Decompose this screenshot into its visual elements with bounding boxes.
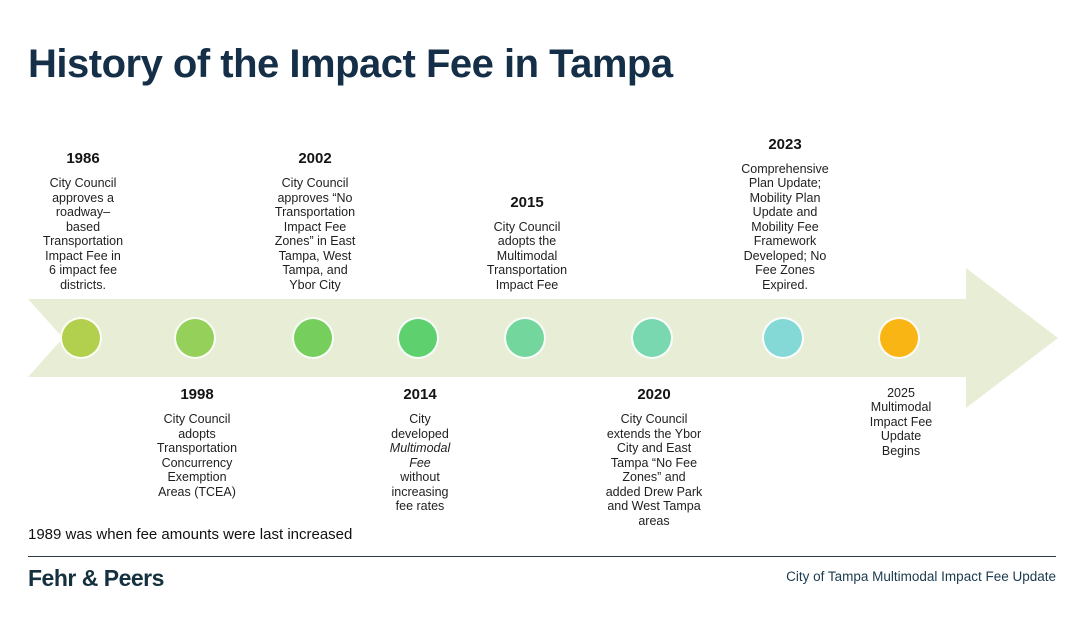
milestone-description: Multimodal Impact Fee Update Begins xyxy=(869,400,933,458)
milestone-2023: 2023 Comprehensive Plan Update; Mobility Pl… xyxy=(719,136,851,293)
milestone-1998: 1998 City Council adopts Transportation Conc… xyxy=(131,386,263,499)
milestone-description: City Council approves a roadway– based Trans… xyxy=(42,176,124,292)
timeline-dot-1998 xyxy=(174,317,216,359)
milestone-1986: 1986 City Council approves a roadway– based T… xyxy=(17,150,149,292)
milestone-year: 2015 xyxy=(510,193,544,211)
milestone-description: City Council extends the Ybor City and Eas… xyxy=(605,412,703,528)
milestone-2002: 2002 City Council approves “No Transportati… xyxy=(249,150,381,292)
milestone-2014: 2014 City developed Multimodal Fee without inc… xyxy=(354,386,486,514)
milestone-year: 2020 xyxy=(637,386,671,403)
milestone-2025: 2025 Multimodal Impact Fee Update Begins xyxy=(835,386,967,458)
milestone-2015: 2015 City Council adopts the Multimodal Tran… xyxy=(461,194,593,293)
milestone-year: 2025 xyxy=(887,386,915,400)
timeline-dot-2002 xyxy=(292,317,334,359)
milestone-2020: 2020 City Council extends the Ybor City and… xyxy=(588,386,720,528)
milestone-year: 2014 xyxy=(403,386,437,403)
footer-divider xyxy=(28,556,1056,557)
milestone-description: City Council approves “No Transportation Im… xyxy=(274,176,356,292)
timeline-dot-2025 xyxy=(878,317,920,359)
timeline-dot-2023 xyxy=(762,317,804,359)
milestone-description: City developed Multimodal Fee without increas… xyxy=(389,412,451,513)
company-logo: Fehr & Peers xyxy=(28,565,164,591)
milestone-year: 2002 xyxy=(298,150,332,167)
timeline-dot-2020 xyxy=(631,317,673,359)
page-title: History of the Impact Fee in Tampa xyxy=(28,42,673,86)
footer-project-title: City of Tampa Multimodal Impact Fee Upda… xyxy=(786,569,1056,584)
milestone-description: Comprehensive Plan Update; Mobility Plan Up… xyxy=(741,161,829,292)
timeline-dot-2014 xyxy=(397,317,439,359)
milestone-year: 2023 xyxy=(768,135,802,153)
footnote: 1989 was when fee amounts were last incr… xyxy=(28,526,353,543)
milestone-year: 1986 xyxy=(66,150,100,167)
milestone-year: 1998 xyxy=(180,386,214,403)
timeline-dot-2015 xyxy=(504,317,546,359)
timeline-dot-1986 xyxy=(60,317,102,359)
milestone-description: City Council adopts Transportation Concurre… xyxy=(156,412,238,499)
milestone-description: City Council adopts the Multimodal Transpor… xyxy=(486,219,568,292)
